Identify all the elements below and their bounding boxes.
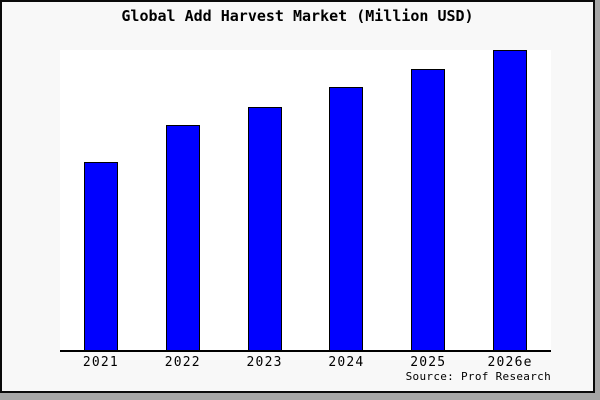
bar-2025 bbox=[411, 69, 446, 350]
source-credit: Source: Prof Research bbox=[405, 370, 551, 383]
bar-2026e bbox=[493, 50, 528, 350]
x-tick-label-2026e: 2026e bbox=[487, 355, 533, 370]
bar-2022 bbox=[165, 125, 200, 350]
x-tick-label-2022: 2022 bbox=[164, 355, 201, 370]
x-tick-label-2025: 2025 bbox=[410, 355, 447, 370]
x-tick-label-2024: 2024 bbox=[328, 355, 365, 370]
bar-2024 bbox=[329, 87, 364, 350]
x-tick-label-2021: 2021 bbox=[82, 355, 119, 370]
bar-2021 bbox=[83, 162, 118, 350]
x-tick-label-2023: 2023 bbox=[246, 355, 283, 370]
plot-area bbox=[60, 50, 551, 352]
x-axis-tick-labels: 2021 2022 2023 2024 2025 2026e bbox=[60, 355, 551, 371]
bar-2023 bbox=[247, 107, 282, 350]
chart-title: Global Add Harvest Market (Million USD) bbox=[121, 7, 474, 25]
